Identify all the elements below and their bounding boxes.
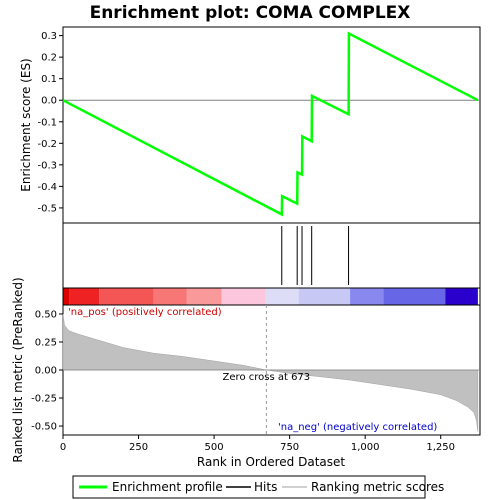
hits-markers bbox=[281, 226, 350, 285]
x-axis: 0 250 500 750 1,000 1,250 bbox=[60, 435, 455, 453]
ranking-metric-area bbox=[62, 313, 479, 432]
color-bar-segment bbox=[383, 288, 446, 305]
es-y-axis-title: Enrichment score (ES) bbox=[19, 58, 33, 191]
es-y-tick-label: -0.5 bbox=[37, 203, 57, 214]
x-tick-label: 1,250 bbox=[426, 442, 455, 453]
es-y-tick-label: 0.1 bbox=[41, 74, 57, 85]
color-bar-segment bbox=[350, 288, 384, 305]
color-bar-segment bbox=[298, 288, 351, 305]
color-bar-segment bbox=[63, 288, 70, 305]
color-bar-segment bbox=[99, 288, 154, 305]
hits-panel bbox=[62, 222, 481, 289]
color-bar-segment bbox=[445, 288, 478, 305]
color-bar-segment bbox=[186, 288, 222, 305]
legend-metric-label: Ranking metric scores bbox=[311, 480, 444, 494]
metric-y-axis-title: Ranked list metric (PreRanked) bbox=[11, 277, 25, 462]
es-y-tick-label: -0.2 bbox=[37, 139, 57, 150]
color-bar-segment bbox=[69, 288, 100, 305]
es-y-axis: 0.3 0.2 0.1 0.0 -0.1 -0.2 -0.3 -0.4 -0.5 bbox=[37, 31, 63, 214]
metric-y-tick-label: 0.25 bbox=[35, 337, 57, 348]
x-tick-label: 500 bbox=[205, 442, 224, 453]
es-y-tick-label: -0.3 bbox=[37, 160, 57, 171]
metric-y-tick-label: -0.25 bbox=[31, 394, 57, 405]
zero-cross-label: Zero cross at 673 bbox=[223, 372, 311, 383]
metric-y-tick-label: -0.50 bbox=[31, 422, 57, 433]
x-tick-label: 750 bbox=[280, 442, 299, 453]
legend-hits-label: Hits bbox=[254, 480, 277, 494]
positive-correlation-label: 'na_pos' (positively correlated) bbox=[68, 307, 222, 318]
color-bar-segment bbox=[265, 288, 299, 305]
es-y-tick-label: 0.3 bbox=[41, 31, 57, 42]
es-panel bbox=[62, 26, 481, 224]
x-axis-title: Rank in Ordered Dataset bbox=[197, 455, 345, 469]
metric-y-tick-label: 0.50 bbox=[35, 309, 57, 320]
x-tick-label: 250 bbox=[129, 442, 148, 453]
enrichment-profile-line bbox=[62, 31, 479, 217]
color-bar-segment bbox=[221, 288, 266, 305]
color-bar-segment bbox=[153, 288, 187, 305]
x-tick-label: 0 bbox=[60, 442, 66, 453]
es-y-tick-label: -0.1 bbox=[37, 117, 57, 128]
negative-correlation-label: 'na_neg' (negatively correlated) bbox=[278, 422, 437, 433]
metric-y-tick-label: 0.00 bbox=[35, 366, 57, 377]
es-y-tick-label: 0.2 bbox=[41, 53, 57, 64]
x-tick-label: 1,000 bbox=[351, 442, 380, 453]
metric-y-axis: 0.50 0.25 0.00 -0.25 -0.50 bbox=[31, 309, 63, 433]
es-y-tick-label: 0.0 bbox=[41, 96, 57, 107]
legend-enrichment-label: Enrichment profile bbox=[112, 480, 223, 494]
es-y-tick-label: -0.4 bbox=[37, 182, 57, 193]
ranking-color-bar bbox=[63, 288, 478, 305]
chart-title: Enrichment plot: COMA COMPLEX bbox=[90, 3, 411, 23]
